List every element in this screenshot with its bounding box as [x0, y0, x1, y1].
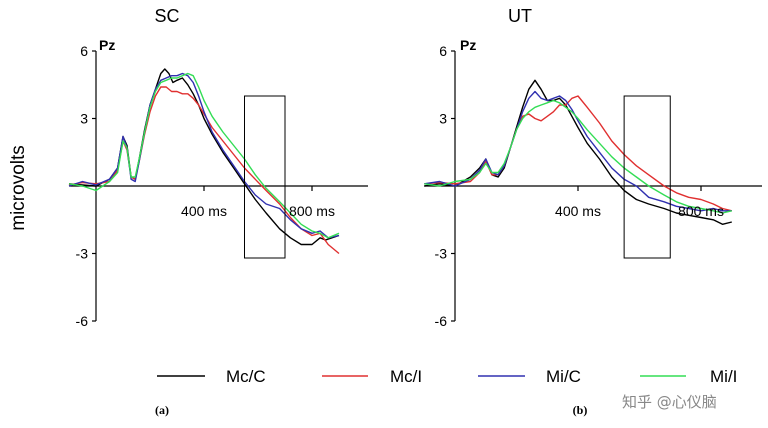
- ut-x-tick-label: 800 ms: [678, 203, 724, 219]
- panel-ut-title: UT: [508, 6, 532, 26]
- panel-ut: UT Pz 6 3 -3 -6 400 ms 800 ms (b): [424, 6, 762, 417]
- ut-y-tick-label: 3: [439, 111, 447, 127]
- legend-item-mc-i: Mc/I: [322, 367, 422, 386]
- y-axis-title: microvolts: [8, 145, 29, 231]
- legend-item-mi-c: Mi/C: [478, 367, 581, 386]
- sc-x-tick-label: 400 ms: [181, 203, 227, 219]
- panel-sc-caption: (a): [155, 403, 169, 417]
- ut-y-tick-label: 6: [439, 43, 447, 59]
- sc-series-mi-i: [68, 72, 340, 239]
- sc-series-mi-c: [68, 72, 340, 239]
- panel-sc-electrode-label: Pz: [99, 37, 115, 53]
- legend-item-mi-i: Mi/I: [640, 367, 737, 386]
- sc-y-tick-label: 6: [80, 43, 88, 59]
- panel-ut-caption: (b): [573, 403, 588, 417]
- ut-y-tick-label: -3: [435, 246, 448, 262]
- ut-x-tick-label: 400 ms: [555, 203, 601, 219]
- panel-sc: SC Pz 6 3 -3 -6 400 ms 800 ms (a): [68, 6, 368, 417]
- legend-label-mi-i: Mi/I: [710, 367, 737, 386]
- legend-item-mc-c: Mc/C: [157, 367, 266, 386]
- legend-label-mi-c: Mi/C: [546, 367, 581, 386]
- ut-analysis-window: [623, 95, 671, 259]
- ut-series-mc-i: [424, 95, 732, 212]
- sc-analysis-window: [244, 95, 286, 259]
- panel-ut-electrode-label: Pz: [460, 37, 476, 53]
- sc-y-tick-label: -3: [76, 246, 89, 262]
- panel-sc-title: SC: [154, 6, 179, 26]
- legend: Mc/C Mc/I Mi/C Mi/I: [157, 367, 737, 386]
- sc-y-tick-label: 3: [80, 111, 88, 127]
- ut-y-tick-label: -6: [435, 313, 448, 329]
- sc-x-tick-label: 800 ms: [289, 203, 335, 219]
- sc-series-mc-i: [68, 86, 340, 255]
- legend-label-mc-c: Mc/C: [226, 367, 266, 386]
- watermark-text: 知乎 @心仪脑: [622, 393, 717, 411]
- sc-y-tick-label: -6: [76, 313, 89, 329]
- legend-label-mc-i: Mc/I: [390, 367, 422, 386]
- ut-series-mi-c: [424, 90, 732, 212]
